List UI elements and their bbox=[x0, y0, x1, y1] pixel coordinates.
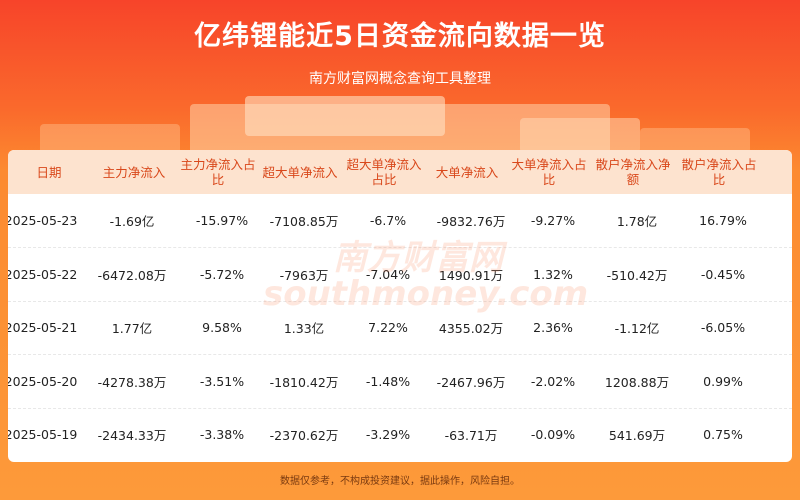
table-cell: -1.12亿 bbox=[614, 321, 660, 336]
table-cell: 9.58% bbox=[202, 320, 242, 335]
table-cell: -3.38% bbox=[199, 427, 245, 442]
table-cell: 2025-05-23 bbox=[8, 213, 78, 228]
table-cell: 2025-05-20 bbox=[8, 373, 78, 389]
table-cell: -9.27% bbox=[530, 213, 576, 228]
table-cell: 2025-05-19 bbox=[8, 427, 78, 442]
table-cell: 2025-05-22 bbox=[8, 266, 78, 282]
banner-decoration bbox=[520, 118, 640, 150]
column-header: 大单净流入占比 bbox=[511, 157, 587, 187]
banner-decoration bbox=[245, 96, 445, 136]
table-cell: -15.97% bbox=[195, 213, 249, 228]
table-cell: -7108.85万 bbox=[269, 214, 339, 229]
footer-disclaimer: 数据仅参考，不构成投资建议，据此操作，风险自担。 bbox=[280, 476, 520, 487]
table-cell: -6.7% bbox=[369, 213, 407, 228]
data-table: 日期 主力净流入 主力净流入占比 超大单净流入 超大单净流入占比 大单净流入 大单净流入占比… bbox=[8, 150, 792, 462]
table-cell: 0.99% bbox=[703, 373, 743, 389]
table-cell: 1490.91万 bbox=[438, 267, 504, 283]
page-subtitle: 南方财富网概念查询工具整理 bbox=[309, 71, 491, 87]
table-cell: -2467.96万 bbox=[436, 374, 506, 390]
table-cell: 4355.02万 bbox=[438, 321, 504, 336]
table-cell: -7963万 bbox=[279, 267, 329, 283]
table-cell: -0.09% bbox=[530, 427, 576, 442]
table-cell: -510.42万 bbox=[606, 267, 668, 283]
table-cell: -3.29% bbox=[365, 427, 411, 442]
table-cell: -0.45% bbox=[700, 266, 746, 282]
banner: 亿纬锂能近5日资金流向数据一览 南方财富网概念查询工具整理 bbox=[0, 0, 800, 150]
table-cell: -6.05% bbox=[700, 320, 746, 335]
column-header: 主力净流入 bbox=[102, 164, 166, 180]
table-row: 2025-05-22 -6472.08万 -5.72% -7963万 -7.04% 149… bbox=[8, 248, 792, 302]
table-cell: 1.78亿 bbox=[616, 214, 658, 229]
table-cell: 1.32% bbox=[533, 266, 573, 282]
table-cell: -1810.42万 bbox=[269, 374, 339, 390]
table-cell: -4278.38万 bbox=[97, 374, 167, 390]
table-cell: 7.22% bbox=[368, 320, 408, 335]
table-cell: -5.72% bbox=[199, 266, 245, 282]
table-cell: -1.69亿 bbox=[109, 214, 155, 229]
table-cell: -1.48% bbox=[365, 373, 411, 389]
table-row: 2025-05-21 1.77亿 9.58% 1.33亿 7.22% 4355.02万 2.… bbox=[8, 301, 792, 355]
table-cell: 1.77亿 bbox=[111, 321, 153, 336]
table-cell: 1208.88万 bbox=[604, 374, 670, 390]
table-row: 2025-05-23 -1.69亿 -15.97% -7108.85万 -6.7% -98… bbox=[8, 194, 792, 248]
column-header: 主力净流入占比 bbox=[180, 157, 256, 187]
table-cell: 0.75% bbox=[703, 427, 743, 442]
table-cell: -2370.62万 bbox=[269, 428, 339, 443]
table-cell: 1.33亿 bbox=[283, 321, 325, 336]
banner-decoration bbox=[640, 128, 750, 150]
table-row: 2025-05-19 -2434.33万 -3.38% -2370.62万 -3.29%… bbox=[8, 408, 792, 461]
table-cell: -9832.76万 bbox=[436, 214, 506, 229]
table-row: 2025-05-20 -4278.38万 -3.51% -1810.42万 -1.48%… bbox=[8, 355, 792, 409]
table-header: 日期 主力净流入 主力净流入占比 超大单净流入 超大单净流入占比 大单净流入 大单净流入占比… bbox=[8, 150, 792, 194]
column-header: 日期 bbox=[36, 164, 62, 180]
table-cell: -7.04% bbox=[365, 266, 411, 282]
table-cell: -2.02% bbox=[530, 373, 576, 389]
table-cell: 16.79% bbox=[699, 213, 747, 228]
column-header: 散户净流入净额 bbox=[595, 157, 671, 187]
table-cell: 2025-05-21 bbox=[8, 320, 78, 335]
table-cell: 541.69万 bbox=[608, 428, 666, 443]
banner-decoration bbox=[40, 124, 180, 150]
column-header: 超大单净流入占比 bbox=[346, 157, 422, 187]
table-cell: -63.71万 bbox=[444, 428, 498, 443]
column-header: 散户净流入占比 bbox=[681, 157, 757, 187]
table-cell: -3.51% bbox=[199, 373, 245, 389]
table-cell: -2434.33万 bbox=[97, 428, 167, 443]
page-title: 亿纬锂能近5日资金流向数据一览 bbox=[194, 21, 606, 52]
column-header: 超大单净流入 bbox=[262, 164, 338, 180]
table-cell: -6472.08万 bbox=[97, 267, 167, 283]
column-header: 大单净流入 bbox=[435, 164, 499, 180]
table-cell: 2.36% bbox=[533, 320, 573, 335]
